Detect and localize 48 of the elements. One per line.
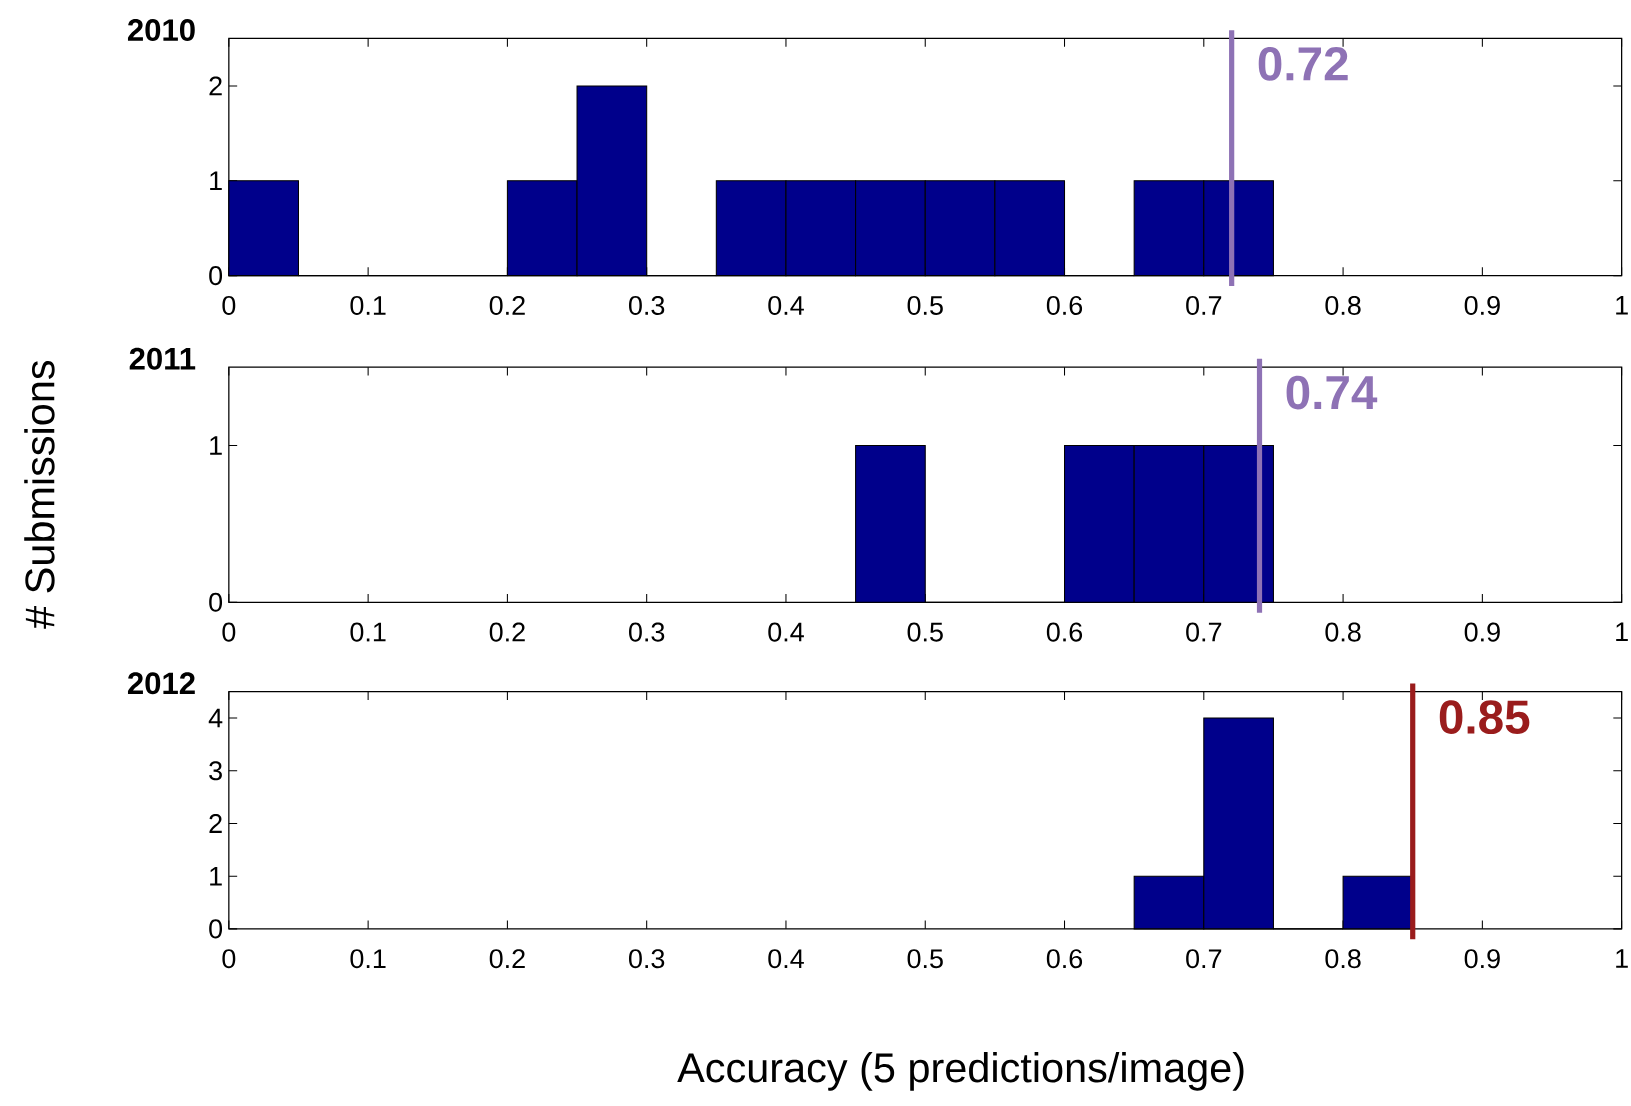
x-tick-label: 0.7 (1186, 622, 1222, 642)
x-tick-label: 0.5 (907, 622, 943, 642)
x-tick-label: 0.5 (907, 296, 943, 316)
x-tick-label: 0.4 (768, 296, 804, 316)
x-tick-label: 0.2 (489, 622, 525, 642)
x-tick-label: 0.2 (489, 949, 525, 969)
y-tick-label: 0 (209, 592, 223, 612)
chart-title: 2012 (127, 672, 195, 695)
y-tick-label: 1 (210, 436, 222, 455)
x-tick-label: 0.5 (907, 949, 943, 969)
y-tick-label: 1 (210, 867, 222, 886)
x-tick-label: 0.6 (1046, 622, 1083, 642)
x-tick-label: 1 (1616, 949, 1628, 968)
x-tick-label: 0.6 (1046, 296, 1083, 316)
x-tick-label: 0.8 (1325, 296, 1361, 316)
chart-title: 2011 (129, 347, 196, 370)
y-tick-label: 3 (209, 761, 222, 781)
x-tick-label: 0.2 (489, 296, 525, 316)
y-tick-label: 2 (209, 76, 222, 96)
ref-line-label: 0.85 (1439, 700, 1530, 735)
x-tick-label: 0.8 (1325, 949, 1361, 969)
x-tick-label: 0.1 (350, 622, 386, 642)
y-tick-label: 0 (209, 919, 223, 939)
x-tick-label: 0.9 (1464, 949, 1500, 969)
y-tick-label: 1 (210, 171, 222, 191)
y-tick-label: 2 (209, 814, 222, 834)
x-tick-label: 1 (1616, 296, 1628, 315)
ref-line-label: 0.72 (1258, 47, 1348, 81)
x-tick-label: 0.1 (350, 949, 386, 969)
x-tick-label: 0.9 (1464, 622, 1500, 642)
x-tick-label: 0.8 (1325, 622, 1361, 642)
x-tick-label: 0.7 (1186, 296, 1222, 316)
ref-line-label: 0.74 (1286, 375, 1378, 410)
y-tick-label: 4 (208, 708, 223, 728)
y-tick-label: 0 (209, 266, 223, 286)
y-axis-title: # Submissions (24, 361, 55, 629)
x-axis-title: Accuracy (5 predictions/image) (677, 1052, 1244, 1091)
x-tick-label: 1 (1616, 622, 1628, 642)
x-tick-label: 0.3 (629, 622, 665, 642)
chart-title: 2010 (127, 19, 195, 42)
x-tick-label: 0.4 (768, 949, 804, 969)
x-tick-label: 0.3 (629, 949, 665, 969)
x-tick-label: 0.7 (1186, 949, 1222, 969)
x-tick-label: 0.1 (350, 296, 386, 316)
x-tick-label: 0.6 (1046, 949, 1083, 969)
x-tick-label: 0.9 (1464, 296, 1500, 316)
x-tick-label: 0.4 (768, 622, 804, 642)
x-tick-label: 0.3 (629, 296, 665, 316)
